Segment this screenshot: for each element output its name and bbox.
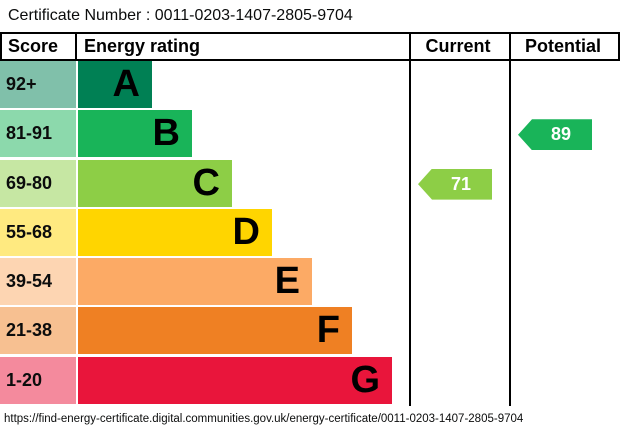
band-score-label: 81-91 <box>6 123 53 144</box>
band-score-label: 92+ <box>6 74 37 94</box>
band-row-b: 81-91 B <box>0 110 620 159</box>
current-rating-arrow: 71 <box>418 168 492 200</box>
band-letter: D <box>232 210 260 253</box>
band-score-label: 55-68 <box>6 221 53 242</box>
potential-rating-arrow: 89 <box>518 119 592 151</box>
header-potential: Potential <box>524 36 601 56</box>
certificate-number: Certificate Number : 0011-0203-1407-2805… <box>8 7 353 24</box>
certificate-url: https://find-energy-certificate.digital.… <box>4 413 524 425</box>
band-score-cell: 1-20 <box>0 356 76 404</box>
band-score-cell: 92+ <box>0 61 76 108</box>
band-row-g: 1-20 G <box>0 356 620 406</box>
band-score-cell: 21-38 <box>0 307 76 355</box>
band-score-cell: 81-91 <box>0 110 76 158</box>
divider-current-column <box>409 32 411 406</box>
energy-rating-chart: Score Energy rating Current Potential 92… <box>0 32 620 406</box>
band-bar: E <box>78 258 312 306</box>
band-letter: C <box>192 161 220 204</box>
potential-rating-value: 89 <box>550 124 572 145</box>
band-letter: G <box>350 358 380 401</box>
band-score-cell: 55-68 <box>0 208 76 256</box>
band-score-cell: 39-54 <box>0 258 76 306</box>
band-score-label: 69-80 <box>6 172 53 193</box>
band-bar: F <box>78 307 352 355</box>
band-bar: C <box>78 159 232 207</box>
band-row-c: 69-80 C <box>0 159 620 209</box>
band-bar: B <box>78 110 192 158</box>
band-score-cell: 69-80 <box>0 159 76 207</box>
divider-potential-column <box>509 32 511 406</box>
header-current: Current <box>425 36 491 56</box>
band-bar: D <box>78 208 272 256</box>
divider-score-rating <box>75 32 77 61</box>
band-letter: E <box>274 260 300 303</box>
band-score-label: 39-54 <box>6 271 53 292</box>
band-score-label: 21-38 <box>6 320 53 341</box>
header-score: Score <box>8 36 59 56</box>
band-row-e: 39-54 E <box>0 258 620 307</box>
band-row-d: 55-68 D <box>0 208 620 258</box>
current-rating-value: 71 <box>450 173 472 194</box>
rating-bands: 92+ A 81-91 B 69-80 C 55-68 D 39-54 E 21… <box>0 61 620 406</box>
band-bar: A <box>78 61 152 108</box>
band-letter: A <box>112 63 140 105</box>
band-letter: B <box>152 112 180 155</box>
header-energy-rating: Energy rating <box>84 36 201 56</box>
band-bar: G <box>78 356 392 404</box>
band-row-a: 92+ A <box>0 61 620 110</box>
chart-header: Score Energy rating Current Potential <box>0 32 620 61</box>
band-letter: F <box>316 309 340 352</box>
band-row-f: 21-38 F <box>0 307 620 356</box>
band-score-label: 1-20 <box>6 369 43 390</box>
